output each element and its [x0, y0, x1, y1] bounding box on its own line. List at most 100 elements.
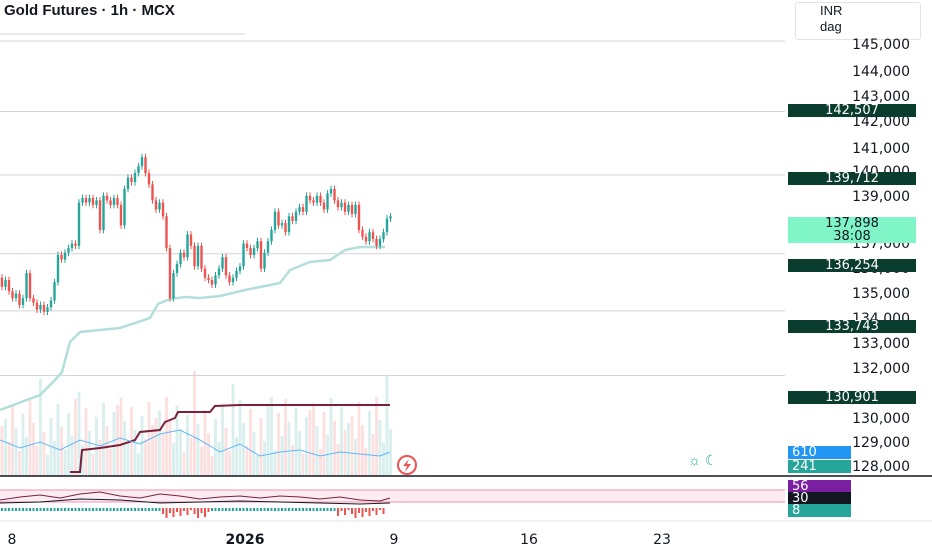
candle-body — [119, 204, 123, 226]
histogram-bar — [319, 508, 322, 511]
volume-bar — [224, 428, 228, 476]
histogram-bar — [22, 508, 24, 511]
candle-body — [350, 204, 354, 214]
price-tick: 135,000 — [852, 286, 910, 302]
histogram-bar — [60, 508, 63, 511]
rsi-line — [0, 491, 391, 502]
price-level-label: 139,712 — [788, 172, 916, 185]
time-tick: 16 — [520, 532, 538, 548]
volume-bar — [210, 456, 214, 476]
candle-body — [60, 254, 63, 260]
volume-bar — [312, 403, 315, 476]
candle-body — [343, 202, 347, 212]
volume-bar — [70, 436, 74, 476]
volume-bar — [263, 441, 266, 476]
volume-bar — [28, 400, 32, 476]
volume-bar — [186, 415, 189, 476]
candle-body — [249, 248, 252, 255]
volume-bar — [88, 431, 91, 476]
currency-selector[interactable]: INR dag — [795, 2, 921, 40]
candle-body — [182, 252, 186, 258]
candle-body — [81, 198, 84, 203]
candle-body — [102, 195, 105, 230]
histogram-bar — [284, 508, 287, 511]
histogram-bar — [127, 508, 129, 511]
price-tick: 142,000 — [852, 114, 910, 130]
indicator-overlay — [0, 245, 417, 475]
candle-body — [256, 241, 259, 249]
volume-bar — [228, 451, 231, 476]
step-indicator-line — [70, 404, 390, 473]
histogram-bar — [53, 508, 56, 511]
volume-bar — [77, 392, 81, 476]
candle-body — [273, 211, 277, 230]
candle-body — [168, 248, 172, 299]
volume-bar — [301, 454, 305, 476]
volume-bar — [4, 419, 7, 476]
histogram-bar — [291, 508, 294, 511]
volume-bar — [18, 451, 21, 476]
candle-body — [336, 200, 340, 208]
volume-bar — [123, 421, 126, 476]
histogram-bar — [340, 508, 343, 511]
histogram-bar — [361, 508, 364, 517]
volume-bar — [249, 409, 252, 476]
candle-body — [277, 211, 280, 226]
volume-bar — [112, 412, 116, 476]
volume-bar — [49, 418, 53, 476]
volume-bar — [294, 408, 298, 476]
volume-bar — [56, 404, 60, 476]
histogram-bar — [57, 508, 59, 511]
time-tick: 8 — [7, 532, 17, 548]
horizontal-levels — [0, 33, 785, 377]
price-tick: 133,000 — [852, 336, 910, 352]
volume-bar — [109, 449, 112, 476]
volume-bar — [63, 450, 67, 476]
volume-bar — [140, 416, 144, 476]
histogram-bar — [141, 508, 143, 511]
volume-bar — [287, 422, 291, 476]
unit-label: dag — [820, 19, 842, 34]
volume-bar — [95, 417, 98, 476]
histogram-bar — [326, 508, 329, 511]
candle-body — [154, 200, 158, 210]
volume-bar — [154, 418, 158, 476]
histogram-bar — [78, 508, 80, 511]
candle-body — [224, 257, 228, 276]
histogram-bar — [15, 508, 17, 511]
histogram-bar — [288, 508, 290, 511]
volume-bar — [144, 439, 147, 476]
volume-bar — [347, 423, 350, 476]
candle-body — [329, 188, 333, 194]
candle-body — [252, 248, 256, 255]
volume-bar — [11, 405, 14, 476]
volume-bar — [340, 407, 343, 476]
session-icon[interactable]: ☼ ☾ — [688, 452, 718, 468]
histogram-bar — [207, 508, 210, 512]
candle-body — [357, 204, 361, 230]
volume-bar — [354, 439, 357, 476]
price-tick: 143,000 — [852, 89, 910, 105]
oscillator-pane — [0, 475, 932, 522]
candle-body — [221, 257, 224, 269]
indicator-value-label: 56 — [788, 480, 851, 493]
candle-body — [74, 243, 77, 246]
time-tick: 9 — [389, 532, 399, 548]
histogram-bar — [32, 508, 35, 511]
histogram-bar — [323, 508, 325, 511]
currency-label: INR — [820, 3, 843, 18]
volume-bar — [98, 440, 102, 476]
volume-bar — [158, 411, 161, 476]
histogram-bar — [1, 508, 3, 511]
histogram-bar — [214, 508, 217, 511]
histogram-bar — [106, 508, 108, 511]
histogram-bar — [253, 508, 255, 511]
candle-body — [347, 204, 350, 212]
candle-body — [378, 239, 382, 246]
volume-bar — [105, 426, 109, 476]
volume-bar — [259, 418, 263, 476]
histogram-bar — [151, 508, 154, 511]
histogram-bar — [50, 508, 52, 511]
histogram-bar — [372, 508, 374, 511]
